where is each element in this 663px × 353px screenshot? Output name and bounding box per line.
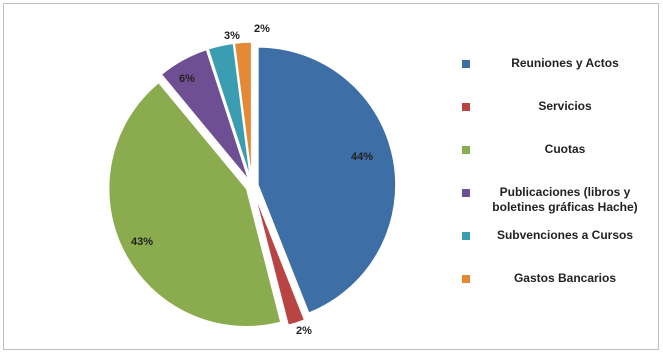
legend-swatch [462, 232, 470, 240]
legend-swatch [462, 103, 470, 111]
data-label-servicios: 2% [296, 325, 312, 337]
legend-label: Gastos Bancarios [513, 271, 617, 285]
legend-label: Subvenciones a Cursos [496, 228, 634, 242]
data-label-subvenciones: 3% [224, 30, 240, 42]
legend-swatch [462, 60, 470, 68]
pie-slice-subvenciones [207, 42, 252, 181]
pie-chart: 44% 2% 43% 6% 3% 2% [107, 23, 397, 337]
legend-label: Cuotas [544, 142, 586, 156]
legend-item-cuotas: Cuotas [462, 142, 662, 157]
legend-item-servicios: Servicios [462, 99, 662, 114]
pie-slice-gastos [233, 41, 253, 181]
legend-label: Servicios [538, 99, 592, 113]
chart-frame: 44% 2% 43% 6% 3% 2% Reuniones y Actos Servici… [3, 3, 659, 350]
data-label-cuotas: 43% [131, 236, 153, 248]
legend-label: Publicaciones (libros y boletines gráfic… [492, 185, 638, 214]
data-label-publicaciones: 6% [179, 73, 195, 85]
pie-slice-cuotas [107, 81, 282, 328]
data-label-reuniones: 44% [351, 151, 373, 163]
legend-item-reuniones: Reuniones y Actos [462, 56, 662, 71]
legend-label: Reuniones y Actos [511, 56, 619, 70]
legend-item-publicaciones: Publicaciones (libros y boletines gráfic… [462, 185, 662, 215]
pie-slice-servicios [253, 191, 306, 327]
legend-swatch [462, 275, 470, 283]
data-label-gastos: 2% [254, 23, 270, 35]
pie-slice-reuniones [257, 46, 397, 315]
legend-item-gastos: Gastos Bancarios [462, 271, 662, 286]
legend-item-subvenciones: Subvenciones a Cursos [462, 228, 662, 243]
legend-swatch [462, 189, 470, 197]
legend-swatch [462, 146, 470, 154]
pie-slice-publicaciones [160, 48, 250, 182]
